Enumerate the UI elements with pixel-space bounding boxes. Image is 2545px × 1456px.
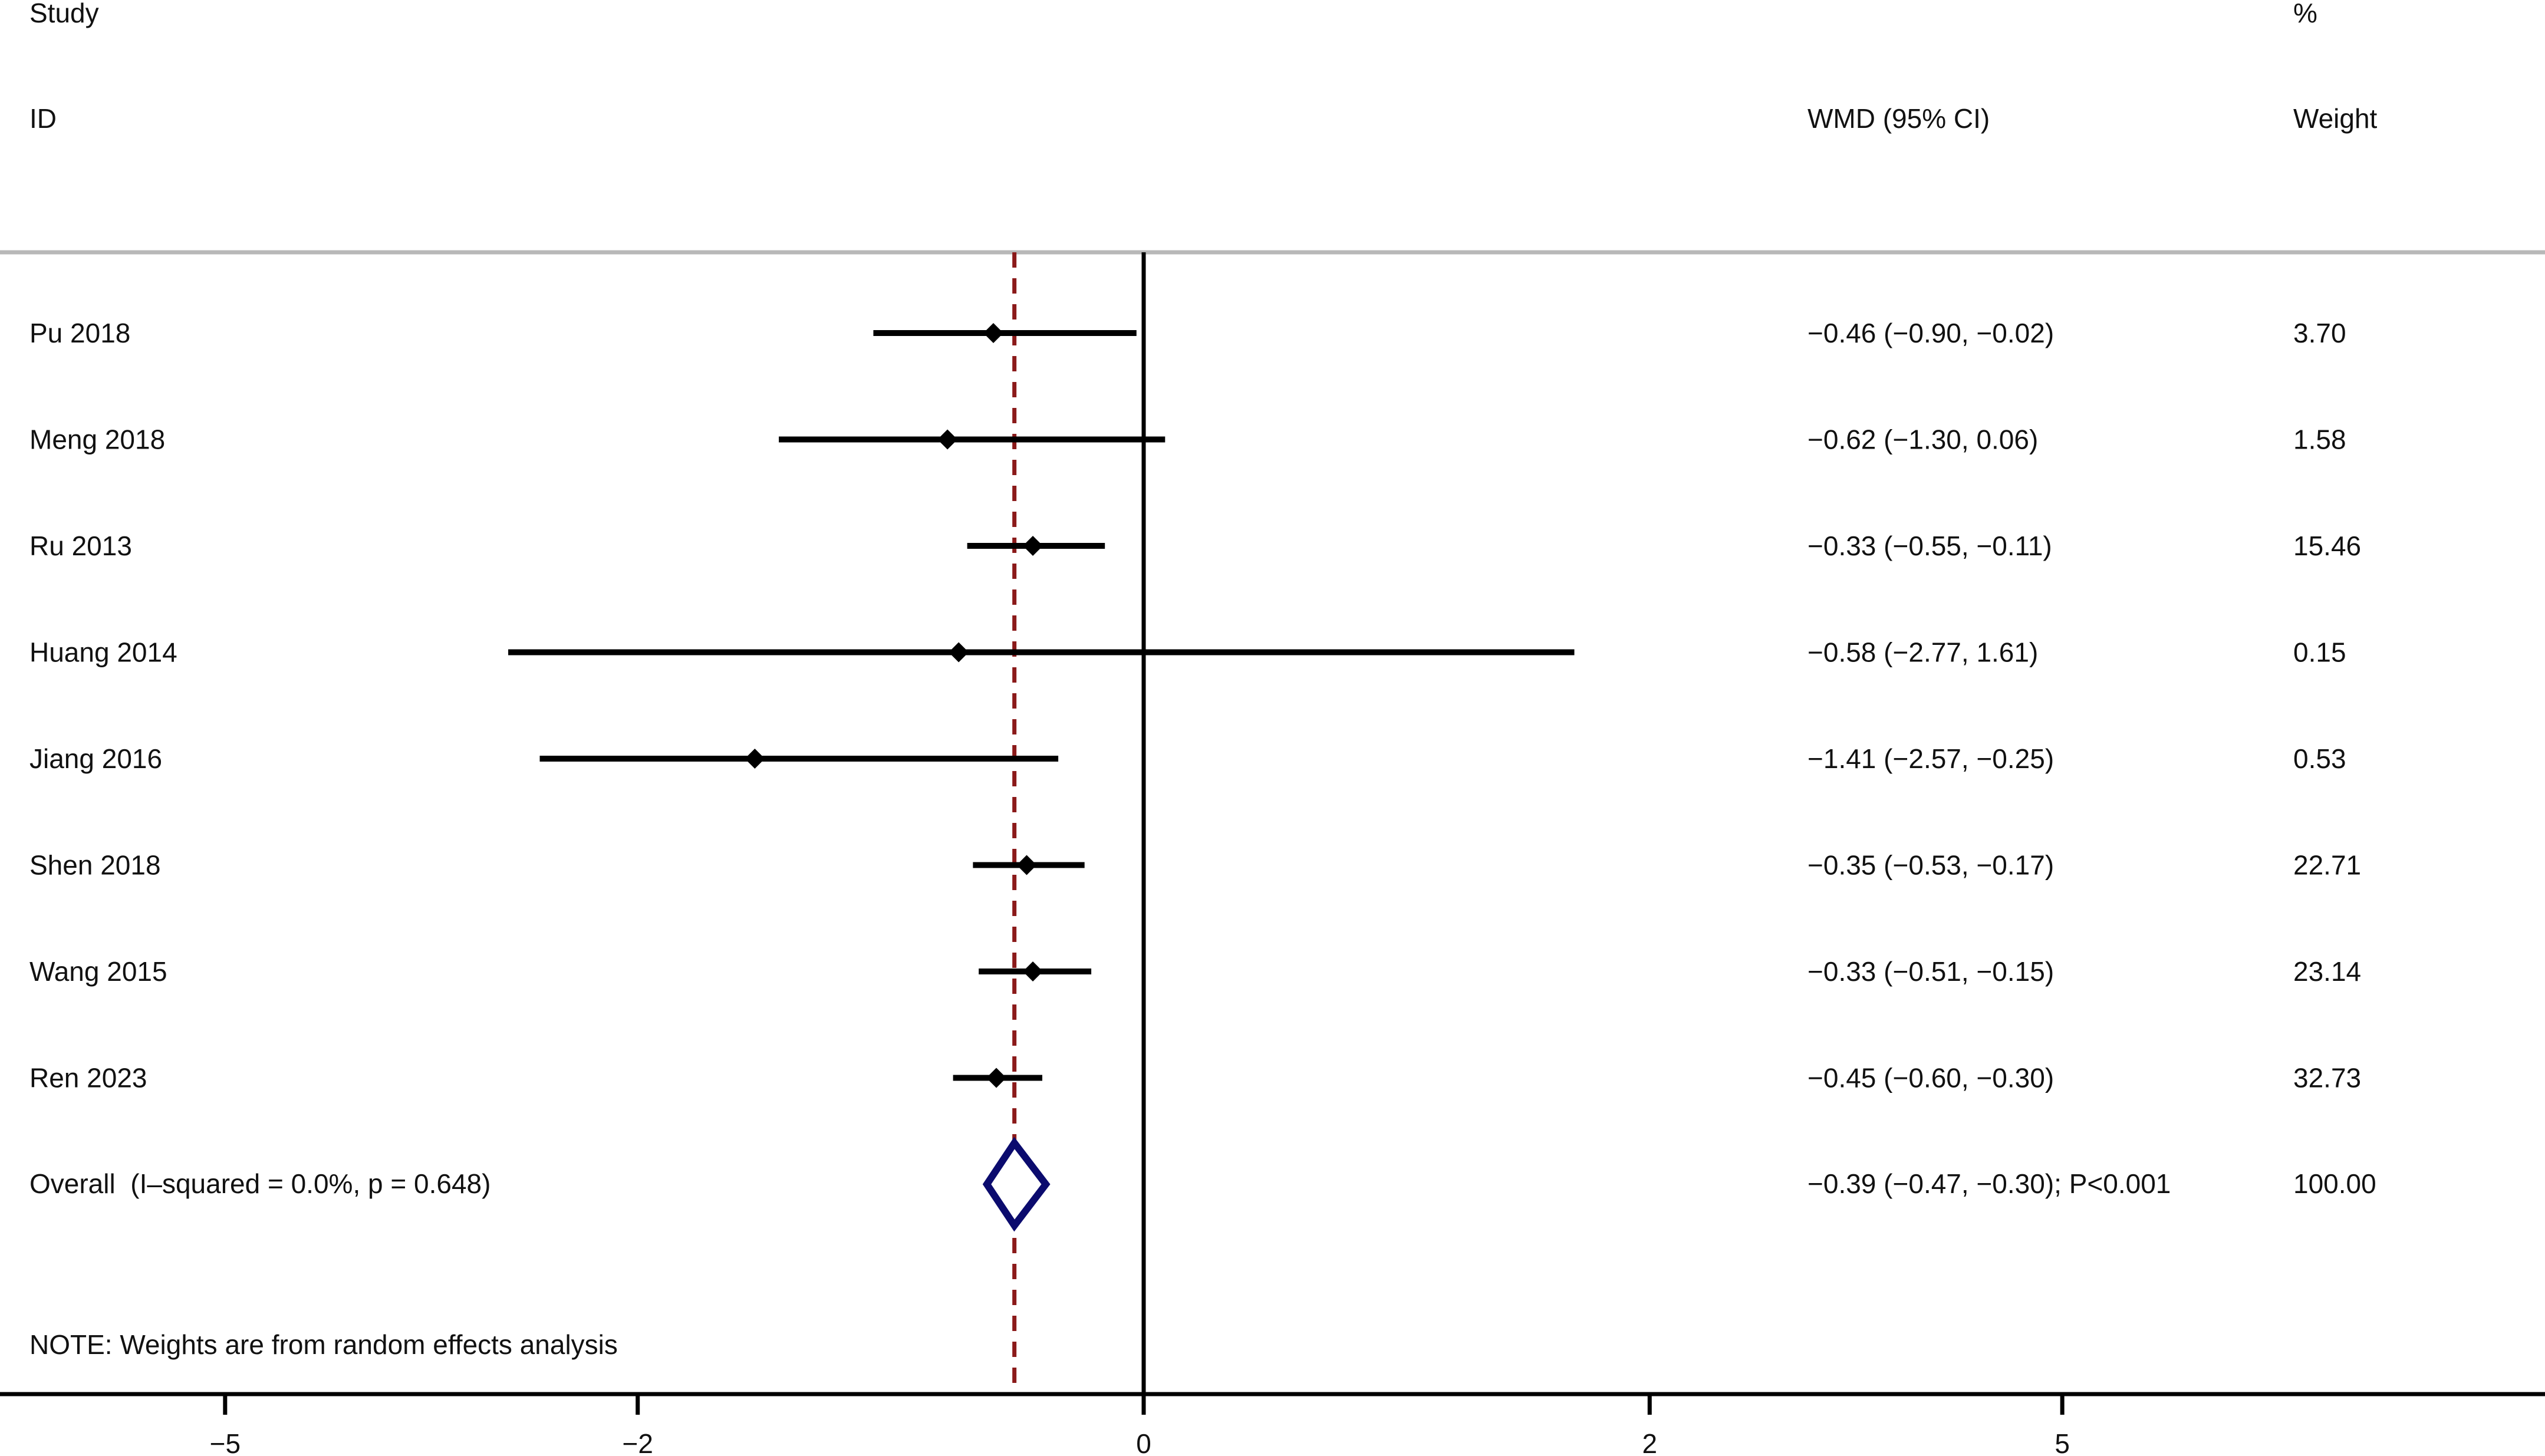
study-row: Wang 2015 −0.33 (−0.51, −0.15) 23.14 [29, 956, 2361, 987]
study-row: Shen 2018 −0.35 (−0.53, −0.17) 22.71 [29, 850, 2361, 881]
study-weight: 3.70 [2293, 318, 2346, 348]
overall-weight: 100.00 [2293, 1168, 2376, 1199]
study-weight: 32.73 [2293, 1063, 2361, 1093]
x-tick-label: 5 [2055, 1428, 2070, 1456]
study-point-estimate [949, 642, 969, 663]
header-study: Study [29, 0, 99, 28]
study-point-estimate [1023, 961, 1043, 981]
study-ci-text: −0.58 (−2.77, 1.61) [1807, 637, 2038, 668]
study-weight: 1.58 [2293, 424, 2346, 455]
x-tick-label: 0 [1136, 1428, 1151, 1456]
study-label: Pu 2018 [29, 318, 130, 348]
overall-ci-text: −0.39 (−0.47, −0.30); P<0.001 [1807, 1168, 2171, 1199]
x-tick-label: 2 [1642, 1428, 1657, 1456]
study-row: Pu 2018 −0.46 (−0.90, −0.02) 3.70 [29, 318, 2346, 348]
study-weight: 22.71 [2293, 850, 2361, 881]
study-ci-text: −0.62 (−1.30, 0.06) [1807, 424, 2038, 455]
study-row: Ren 2023 −0.45 (−0.60, −0.30) 32.73 [29, 1063, 2361, 1093]
x-axis-ticks: −5 −2 0 2 5 [210, 1394, 2070, 1456]
header-effect: WMD (95% CI) [1807, 103, 1990, 134]
study-row: Huang 2014 −0.58 (−2.77, 1.61) 0.15 [29, 637, 2346, 668]
x-tick-label: −2 [623, 1428, 653, 1456]
study-weight: 15.46 [2293, 531, 2361, 561]
study-row: Jiang 2016 −1.41 (−2.57, −0.25) 0.53 [29, 743, 2346, 774]
study-row: Meng 2018 −0.62 (−1.30, 0.06) 1.58 [29, 424, 2346, 455]
header-weight: Weight [2293, 103, 2378, 134]
study-ci-text: −0.46 (−0.90, −0.02) [1807, 318, 2054, 348]
study-label: Ren 2023 [29, 1063, 147, 1093]
study-point-estimate [937, 429, 958, 450]
study-label: Meng 2018 [29, 424, 165, 455]
study-rows: Pu 2018 −0.46 (−0.90, −0.02) 3.70 Meng 2018… [29, 318, 2361, 1093]
study-label: Huang 2014 [29, 637, 177, 668]
study-row: Ru 2013 −0.33 (−0.55, −0.11) 15.46 [29, 531, 2361, 561]
study-point-estimate [1023, 536, 1043, 556]
study-ci-text: −0.45 (−0.60, −0.30) [1807, 1063, 2054, 1093]
study-point-estimate [983, 323, 1004, 343]
study-point-estimate [986, 1068, 1007, 1088]
header-id: ID [29, 103, 57, 134]
header-percent: % [2293, 0, 2317, 28]
study-weight: 0.15 [2293, 637, 2346, 668]
study-label: Jiang 2016 [29, 743, 162, 774]
study-weight: 0.53 [2293, 743, 2346, 774]
overall-row: Overall (I–squared = 0.0%, p = 0.648) −0… [29, 1137, 2376, 1232]
study-ci-text: −1.41 (−2.57, −0.25) [1807, 743, 2054, 774]
note-text: NOTE: Weights are from random effects an… [29, 1329, 618, 1360]
study-point-estimate [745, 749, 765, 769]
study-weight: 23.14 [2293, 956, 2361, 987]
x-tick-label: −5 [210, 1428, 241, 1456]
overall-label: Overall (I–squared = 0.0%, p = 0.648) [29, 1168, 490, 1199]
study-label: Ru 2013 [29, 531, 132, 561]
study-point-estimate [1016, 855, 1037, 875]
study-ci-text: −0.35 (−0.53, −0.17) [1807, 850, 2054, 881]
study-label: Wang 2015 [29, 956, 167, 987]
study-ci-text: −0.33 (−0.51, −0.15) [1807, 956, 2054, 987]
study-ci-text: −0.33 (−0.55, −0.11) [1807, 531, 2052, 561]
study-label: Shen 2018 [29, 850, 161, 881]
overall-diamond [982, 1137, 1051, 1232]
